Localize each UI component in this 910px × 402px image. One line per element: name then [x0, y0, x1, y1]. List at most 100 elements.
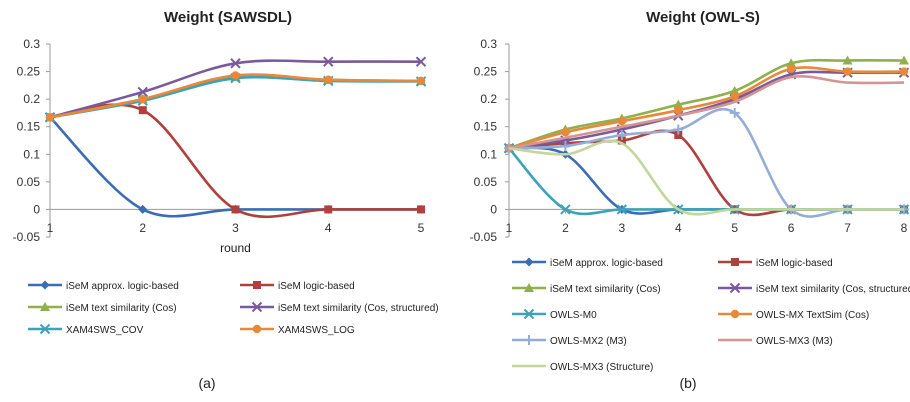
- series-owls-mx-textsim-cos: [504, 64, 909, 153]
- series-line: [508, 75, 905, 150]
- series-line: [508, 70, 905, 150]
- legend-item: XAM4SWS_LOG: [240, 324, 355, 336]
- x-tick-label: 5: [418, 221, 425, 235]
- x-tick-label: 1: [47, 221, 54, 235]
- series-owls-mx3-structure: [508, 139, 904, 216]
- series-line: [508, 139, 904, 216]
- data-point: [416, 76, 426, 86]
- data-point: [138, 204, 148, 214]
- series-owls-mx3-m3: [508, 75, 905, 150]
- legend-label: iSeM text similarity (Cos, structured): [278, 303, 439, 314]
- y-tick-label: 0.25: [474, 65, 498, 79]
- legend-label: OWLS-MX2 (M3): [550, 336, 627, 347]
- data-point: [617, 136, 626, 145]
- data-point: [616, 204, 628, 215]
- chart-owls: Weight (OWL-S) -0.05 0 0.05 0.1 0.15 0.2 0.25 0.…: [470, 9, 910, 391]
- series-owls-mx2-m3: [504, 107, 909, 218]
- legend-marker: [253, 281, 261, 289]
- series-line: [49, 75, 422, 119]
- chart-caption: (b): [679, 375, 696, 391]
- series-line: [508, 58, 905, 150]
- y-tick-label: 0.25: [17, 65, 41, 79]
- legend-item: OWLS-MX3 (M3): [718, 336, 833, 347]
- data-point: [729, 107, 740, 118]
- series-line: [508, 66, 905, 150]
- data-point: [673, 124, 684, 135]
- legend-label: iSeM approx. logic-based: [66, 281, 179, 292]
- legend-label: XAM4SWS_COV: [66, 325, 144, 336]
- y-tick-label: 0.05: [17, 175, 41, 189]
- y-tick-label: 0.3: [23, 37, 40, 51]
- legend-item: iSeM logic-based: [718, 258, 833, 269]
- legend-marker: [729, 282, 741, 294]
- chart-title: Weight (OWL-S): [646, 9, 760, 26]
- legend-item: iSeM approx. logic-based: [28, 280, 179, 292]
- data-point: [730, 92, 739, 101]
- y-tick-label: -0.05: [13, 230, 41, 244]
- legend: iSeM approx. logic-based iSeM logic-based…: [512, 257, 910, 373]
- y-tick-label: 0: [490, 202, 497, 216]
- x-axis-label: round: [220, 241, 251, 255]
- legend-label: iSeM text similarity (Cos): [550, 284, 661, 295]
- series-line: [508, 146, 904, 215]
- data-point: [324, 205, 333, 214]
- data-point: [617, 117, 627, 126]
- data-point: [560, 141, 571, 152]
- x-tick-label: 5: [731, 221, 738, 235]
- y-tick-label: 0.2: [23, 92, 40, 106]
- legend-marker: [524, 283, 534, 292]
- legend-label: XAM4SWS_LOG: [278, 325, 355, 336]
- x-tick-label: 8: [901, 221, 908, 235]
- legend-marker: [252, 324, 262, 334]
- legend-marker: [524, 335, 534, 345]
- data-point: [230, 58, 241, 69]
- x-tick-label: 1: [506, 221, 513, 235]
- data-point: [616, 129, 627, 140]
- legend-item: OWLS-MX3 (Structure): [512, 362, 653, 373]
- data-point: [560, 204, 571, 215]
- y-tick-label: 0.1: [23, 147, 40, 161]
- chart-caption: (a): [198, 375, 215, 391]
- legend-item: iSeM text similarity (Cos): [512, 283, 661, 295]
- x-tick-label: 4: [325, 221, 332, 235]
- legend-item: OWLS-MX2 (M3): [512, 335, 627, 347]
- series-isem-text-similarity-cos-structured: [44, 56, 427, 123]
- x-tick-label: 4: [675, 221, 682, 235]
- data-point: [842, 55, 853, 65]
- x-tick-label: 3: [619, 221, 626, 235]
- legend-item: iSeM logic-based: [240, 281, 355, 292]
- data-point: [324, 75, 333, 85]
- legend-item: OWLS-M0: [512, 308, 597, 321]
- series-line: [49, 103, 421, 219]
- series-xam4sws-log: [45, 71, 426, 122]
- series-isem-approx-logic-based: [45, 112, 426, 218]
- legend-item: iSeM text similarity (Cos): [28, 302, 177, 314]
- x-tick-label: 2: [139, 221, 146, 235]
- legend-label: iSeM logic-based: [278, 281, 355, 292]
- x-tick-label: 2: [562, 221, 569, 235]
- legend-marker: [730, 309, 740, 319]
- data-point: [415, 56, 427, 67]
- chart-title: Weight (SAWSDL): [164, 9, 292, 26]
- legend-marker: [731, 258, 739, 266]
- legend-marker: [40, 302, 50, 311]
- legend-label: iSeM text similarity (Cos): [66, 303, 177, 314]
- data-point: [417, 205, 425, 214]
- data-point: [138, 106, 147, 115]
- data-point: [674, 105, 683, 115]
- y-tick-label: 0.15: [474, 120, 498, 134]
- y-tick-label: 0.2: [480, 92, 497, 106]
- legend-label: iSeM text similarity (Cos, structured): [756, 284, 910, 295]
- legend-label: iSeM logic-based: [756, 258, 833, 269]
- legend-marker: [523, 308, 535, 320]
- legend-label: OWLS-MX3 (M3): [756, 336, 833, 347]
- y-tick-label: -0.05: [470, 230, 498, 244]
- x-tick-label: 3: [232, 221, 239, 235]
- data-point: [674, 130, 683, 139]
- data-point: [138, 94, 147, 104]
- legend-label: OWLS-MX3 (Structure): [550, 362, 653, 373]
- legend-label: OWLS-MX TextSim (Cos): [756, 310, 869, 321]
- data-point: [786, 58, 797, 68]
- data-point: [231, 205, 240, 214]
- data-point: [45, 113, 55, 122]
